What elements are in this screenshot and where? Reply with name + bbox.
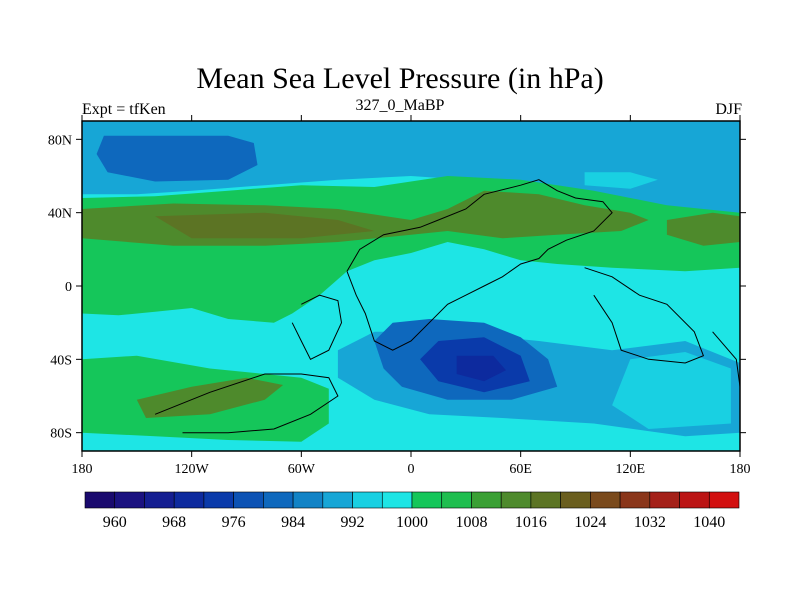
colorbar-label: 1040 — [693, 514, 725, 531]
colorbar-label: 960 — [103, 514, 127, 531]
colorbar-label: 1008 — [455, 514, 487, 531]
colorbar-box — [560, 491, 591, 509]
colorbar-box — [84, 491, 116, 509]
colorbar-box — [530, 491, 561, 509]
y-tick-label: 40S — [50, 353, 72, 368]
colorbar-box — [500, 491, 532, 509]
y-tick-label: 80S — [50, 427, 72, 442]
colorbar-box — [441, 491, 472, 509]
time-label: 327_0_MaBP — [355, 97, 445, 114]
chart-title: Mean Sea Level Pressure (in hPa) — [196, 62, 604, 95]
coastline-2 — [291, 294, 343, 360]
colorbar-label: 976 — [222, 514, 246, 531]
field-region-central-north-high — [155, 212, 375, 239]
y-tick-label: 80N — [48, 133, 72, 148]
coastline-0 — [346, 179, 613, 351]
field-region-south-low-core — [456, 355, 506, 382]
colorbar-label: 984 — [281, 514, 305, 531]
season-label: DJF — [715, 101, 742, 118]
colorbar-box — [708, 491, 740, 509]
colorbar-label: 968 — [162, 514, 186, 531]
y-tick-label: 40N — [48, 207, 72, 222]
x-tick-label: 180 — [72, 462, 93, 477]
pressure-field — [82, 121, 740, 451]
x-tick-label: 120W — [175, 462, 210, 477]
colorbar-box — [144, 491, 175, 509]
coastline-3 — [584, 267, 705, 364]
colorbar-box — [203, 491, 234, 509]
colorbar-box — [619, 491, 651, 509]
colorbar-box — [411, 491, 443, 509]
colorbar-box — [590, 491, 621, 509]
field-region-asian-low — [584, 172, 658, 189]
colorbar-label: 1032 — [634, 514, 666, 531]
x-tick-label: 180 — [730, 462, 751, 477]
colorbar-box — [471, 491, 502, 509]
colorbar-box — [649, 491, 680, 509]
colorbar: 960 968 976 984 992 1000 1008 1016 1024 1032 1040 — [84, 491, 740, 531]
colorbar-box — [114, 491, 145, 509]
field-region-east-pacific-high — [666, 212, 740, 246]
colorbar-box — [322, 491, 353, 509]
field-region-low-south-ring — [612, 352, 731, 429]
colorbar-box — [292, 491, 324, 509]
x-tick-label: 60W — [288, 462, 316, 477]
colorbar-label: 1024 — [574, 514, 606, 531]
axes: 180 120W 60W 0 60E 120E 180 80N 40N 0 40S 80S — [48, 115, 751, 477]
field-region-south-pacific-high — [136, 377, 284, 418]
y-tick-label: 0 — [65, 280, 72, 295]
colorbar-box — [173, 491, 205, 509]
colorbar-box — [381, 491, 413, 509]
colorbar-box — [263, 491, 294, 509]
colorbar-label: 1016 — [515, 514, 547, 531]
coastlines — [154, 179, 740, 434]
field-region-aleutian-low — [96, 135, 258, 182]
coastline-1 — [154, 373, 339, 434]
x-tick-label: 60E — [509, 462, 532, 477]
colorbar-box — [233, 491, 264, 509]
colorbar-label: 992 — [341, 514, 365, 531]
colorbar-box — [352, 491, 383, 509]
x-tick-label: 120E — [616, 462, 646, 477]
colorbar-label: 1000 — [396, 514, 428, 531]
experiment-label: Expt = tfKen — [82, 101, 166, 118]
x-tick-label: 0 — [408, 462, 415, 477]
coastline-4 — [712, 331, 740, 387]
colorbar-box — [679, 491, 710, 509]
